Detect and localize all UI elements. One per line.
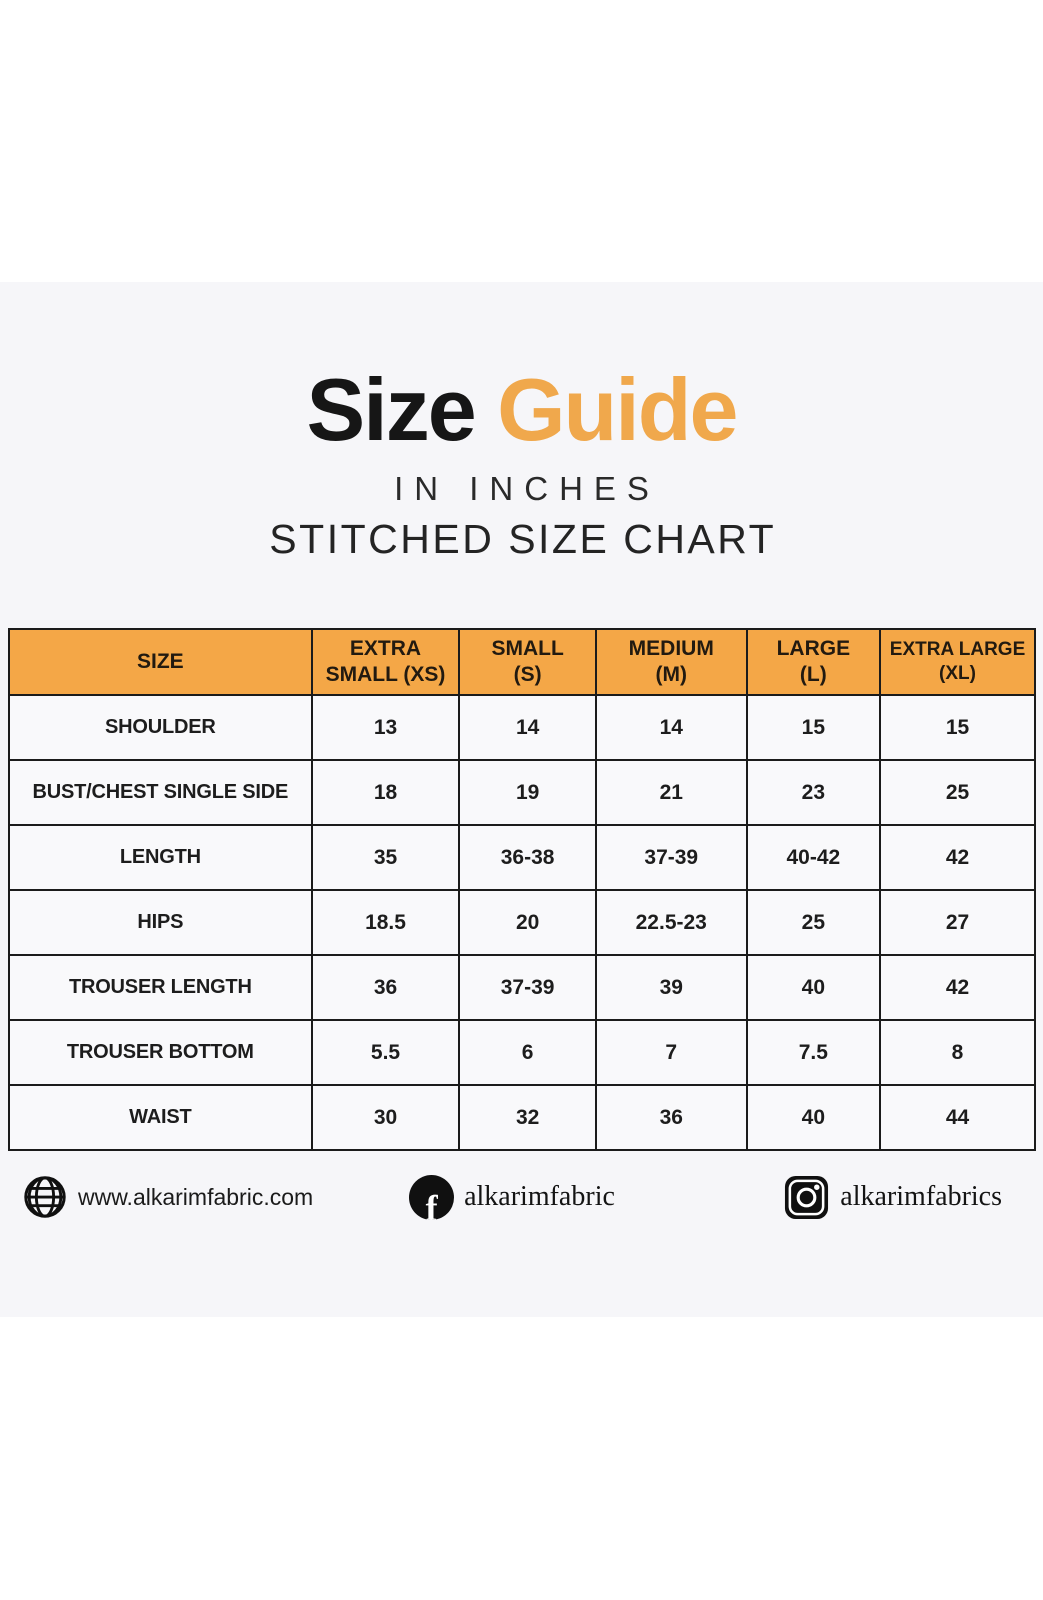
table-row: LENGTH 35 36-38 37-39 40-42 42 [8,824,1036,891]
size-value-cell: 44 [879,1084,1036,1151]
size-value-cell: 22.5-23 [594,889,748,956]
size-value-cell: 37-39 [458,954,597,1021]
row-label: TROUSER LENGTH [8,954,313,1021]
table-row: BUST/CHEST SINGLE SIDE 18 19 21 23 25 [8,759,1036,826]
column-header-1: EXTRA SMALL (XS) [310,628,461,696]
instagram-item: alkarimfabrics [783,1174,1002,1221]
size-value-cell: 27 [879,889,1036,956]
size-value-cell: 42 [879,954,1036,1021]
size-value-cell: 8 [879,1019,1036,1086]
size-value-cell: 25 [745,889,882,956]
size-value-cell: 37-39 [594,824,748,891]
size-value-cell: 18.5 [310,889,461,956]
facebook-f-glyph: f [425,1187,438,1220]
size-value-cell: 36 [594,1084,748,1151]
globe-icon [22,1174,68,1220]
table-row: SHOULDER 13 14 14 15 15 [8,694,1036,761]
website-item: www.alkarimfabric.com [22,1174,313,1220]
title-block: Size Guide IN INCHES STITCHED SIZE CHART [0,366,1043,563]
size-value-cell: 23 [745,759,882,826]
size-value-cell: 39 [594,954,748,1021]
table-row: TROUSER LENGTH 36 37-39 39 40 42 [8,954,1036,1021]
row-label: LENGTH [8,824,313,891]
page-title: Size Guide [0,366,1043,454]
table-row: HIPS 18.5 20 22.5-23 25 27 [8,889,1036,956]
size-value-cell: 14 [458,694,597,761]
column-header-5: EXTRA LARGE (XL) [879,628,1036,696]
facebook-item: f alkarimfabric [409,1174,615,1220]
row-label: HIPS [8,889,313,956]
column-header-4: LARGE (L) [745,628,882,696]
size-value-cell: 32 [458,1084,597,1151]
table-row: WAIST 30 32 36 40 44 [8,1084,1036,1151]
column-header-2: SMALL (S) [458,628,597,696]
instagram-handle: alkarimfabrics [840,1181,1002,1212]
size-value-cell: 14 [594,694,748,761]
subtitle-stitched-size-chart: STITCHED SIZE CHART [269,516,777,562]
size-table-body: SHOULDER 13 14 14 15 15 BUST/CHEST SINGLE SIDE… [8,694,1036,1151]
size-value-cell: 6 [458,1019,597,1086]
size-value-cell: 40 [745,954,882,1021]
facebook-handle: alkarimfabric [464,1181,615,1212]
row-label: WAIST [8,1084,313,1151]
subtitle-in-inches: IN INCHES [394,470,660,507]
instagram-icon [783,1174,830,1221]
size-value-cell: 19 [458,759,597,826]
size-value-cell: 7.5 [745,1019,882,1086]
size-table-header: SIZE EXTRA SMALL (XS) SMALL (S) MEDIUM (M) L… [8,628,1036,696]
facebook-icon: f [409,1174,455,1220]
size-value-cell: 21 [594,759,748,826]
size-value-cell: 35 [310,824,461,891]
table-row: TROUSER BOTTOM 5.5 6 7 7.5 8 [8,1019,1036,1086]
size-value-cell: 30 [310,1084,461,1151]
column-header-0: SIZE [8,628,313,696]
row-label: SHOULDER [8,694,313,761]
size-value-cell: 20 [458,889,597,956]
size-value-cell: 36-38 [458,824,597,891]
size-value-cell: 42 [879,824,1036,891]
size-value-cell: 15 [879,694,1036,761]
size-value-cell: 36 [310,954,461,1021]
website-url: www.alkarimfabric.com [78,1183,314,1210]
size-value-cell: 18 [310,759,461,826]
size-value-cell: 15 [745,694,882,761]
size-value-cell: 5.5 [310,1019,461,1086]
row-label: TROUSER BOTTOM [8,1019,313,1086]
size-value-cell: 13 [310,694,461,761]
column-header-3: MEDIUM (M) [594,628,748,696]
footer: www.alkarimfabric.com f alkarimfabric al… [8,1166,1035,1228]
title-word-guide: Guide [497,360,738,459]
size-value-cell: 40-42 [745,824,882,891]
row-label: BUST/CHEST SINGLE SIDE [8,759,313,826]
size-value-cell: 40 [745,1084,882,1151]
title-word-size: Size [306,360,477,459]
size-value-cell: 25 [879,759,1036,826]
header-row: SIZE EXTRA SMALL (XS) SMALL (S) MEDIUM (M) L… [8,628,1036,696]
size-value-cell: 7 [594,1019,748,1086]
size-table: SIZE EXTRA SMALL (XS) SMALL (S) MEDIUM (M) L… [8,628,1036,1151]
